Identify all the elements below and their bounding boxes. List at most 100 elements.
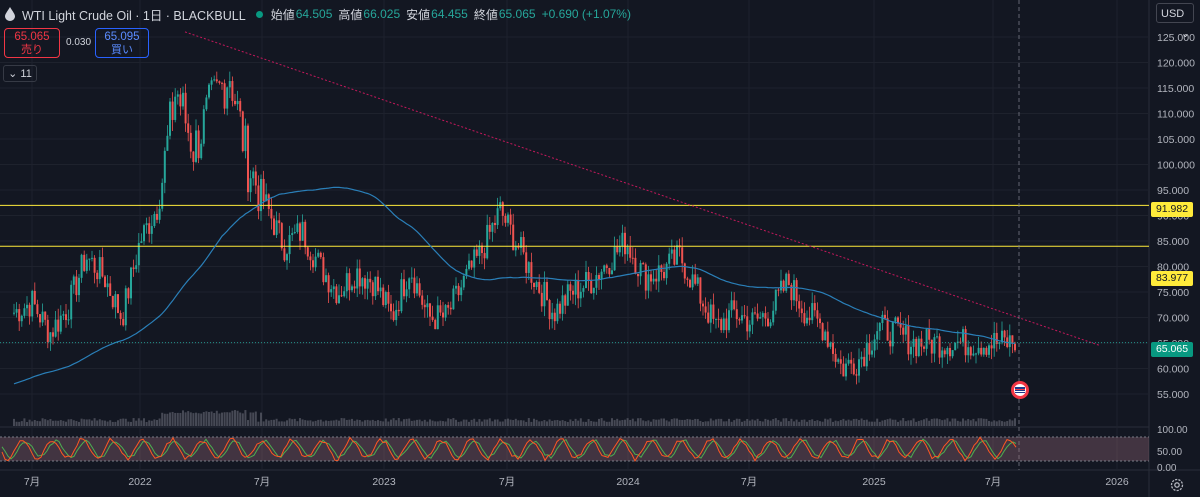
candle-body [241, 111, 244, 152]
candle-body [811, 303, 814, 321]
candle-body [501, 202, 504, 216]
candle-body [309, 256, 312, 261]
candle-body [657, 265, 660, 282]
volume-bar [956, 420, 959, 426]
candle-body [104, 276, 106, 288]
buy-button[interactable]: 65.095 買い [95, 28, 149, 58]
volume-bar [553, 420, 556, 426]
volume-bar [327, 420, 330, 426]
candle-body [468, 260, 470, 269]
volume-bar [234, 410, 236, 426]
candle-body [195, 130, 197, 162]
volume-bar [1006, 421, 1009, 426]
volume-bar [806, 421, 808, 426]
candle-body [600, 271, 603, 280]
candle-body [551, 312, 554, 320]
candle-body [228, 81, 231, 88]
gear-icon[interactable] [1169, 477, 1185, 493]
volume-bar [681, 419, 684, 426]
volume-bar [585, 421, 587, 426]
volume-bar [837, 421, 840, 426]
candle-body [41, 311, 44, 323]
volume-bar [574, 418, 577, 426]
volume-bar [670, 419, 673, 426]
candle-body [278, 220, 281, 224]
volume-bar [564, 421, 567, 426]
volume-bar [496, 419, 499, 426]
volume-bar [995, 421, 998, 426]
volume-bar [202, 412, 205, 426]
candle-body [88, 258, 91, 260]
candle-body [855, 374, 858, 376]
volume-bar [442, 421, 444, 426]
sell-label: 売り [21, 44, 43, 56]
candle-body [470, 260, 473, 268]
candle-body [265, 194, 268, 202]
volume-bar [13, 418, 15, 426]
volume-bar [54, 420, 57, 426]
volume-bar [878, 421, 881, 426]
candle-body [140, 241, 143, 243]
volume-bar [663, 418, 665, 426]
y-tick-label: 60.000 [1157, 364, 1189, 376]
currency-select[interactable]: USD ⌄ [1156, 3, 1194, 40]
candle-body [98, 257, 101, 280]
trendline [184, 31, 1101, 347]
candle-body [683, 263, 686, 279]
candle-body [252, 171, 255, 179]
indicators-toggle[interactable]: ⌄ 11 [3, 65, 37, 82]
volume-bar [530, 421, 533, 426]
symbol-title[interactable]: WTI Light Crude Oil · 1日 · BLACKBULL [22, 8, 246, 23]
candle-body [793, 280, 795, 301]
y-tick-label: 115.000 [1157, 83, 1194, 95]
volume-bar [436, 421, 439, 426]
volume-bar [231, 410, 234, 426]
candle-body [257, 185, 260, 212]
x-tick-label: 2022 [128, 476, 152, 488]
candle-body [44, 311, 47, 320]
volume-bar [83, 419, 86, 426]
volume-bar [772, 419, 775, 426]
volume-bar [75, 420, 78, 426]
candle-body [267, 194, 270, 209]
volume-bar [712, 420, 715, 426]
candle-body [938, 336, 941, 358]
volume-bar [855, 418, 858, 426]
volume-bar [556, 419, 559, 426]
volume-bar [325, 420, 327, 426]
candle-body [514, 245, 517, 251]
candle-body [546, 282, 548, 301]
currency-label: USD [1161, 8, 1185, 20]
candle-body [639, 262, 642, 277]
candle-body [990, 345, 993, 349]
candle-body [637, 273, 639, 277]
volume-bar [379, 420, 382, 426]
candle-body [345, 273, 348, 292]
volume-bar [709, 418, 712, 426]
volume-bar [800, 419, 803, 426]
candle-body [351, 286, 353, 291]
candle-body [377, 276, 379, 292]
volume-bar [374, 420, 377, 426]
volume-bar [665, 420, 668, 426]
candle-body [813, 303, 816, 311]
volume-bar [475, 421, 478, 426]
volume-bar [124, 418, 127, 426]
candle-body [873, 339, 876, 351]
candle-body [325, 275, 327, 283]
candle-body [959, 341, 962, 343]
candle-body [299, 223, 301, 241]
y-tick-label: 110.000 [1157, 109, 1194, 121]
candle-body [475, 249, 478, 256]
volume-bar [616, 418, 619, 426]
volume-bar [387, 421, 390, 426]
candle-body [985, 347, 988, 355]
volume-bar [579, 418, 582, 426]
volume-bar [603, 420, 606, 426]
sell-button[interactable]: 65.065 売り [4, 28, 60, 58]
volume-bar [826, 419, 829, 426]
volume-bar [275, 418, 278, 426]
volume-bar [941, 420, 944, 426]
volume-bar [353, 420, 356, 426]
